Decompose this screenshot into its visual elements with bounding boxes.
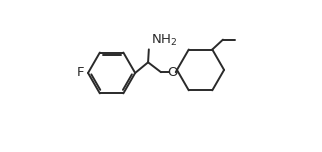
Text: NH$_2$: NH$_2$ bbox=[151, 33, 177, 48]
Text: O: O bbox=[167, 66, 178, 79]
Text: F: F bbox=[77, 66, 84, 79]
